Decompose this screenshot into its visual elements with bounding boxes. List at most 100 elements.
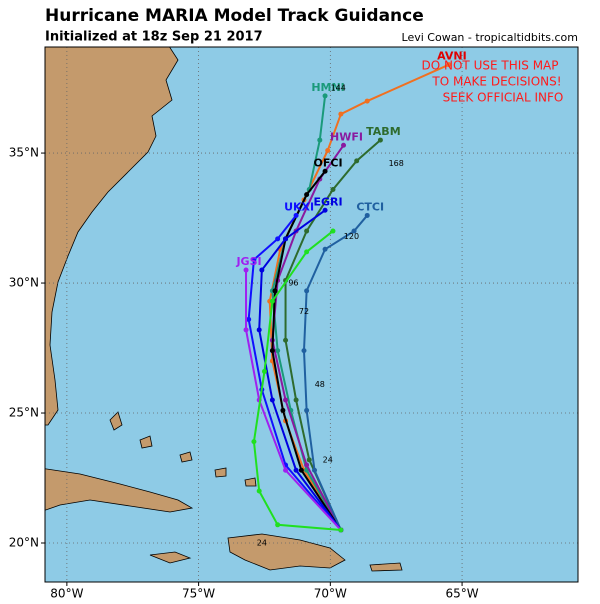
track-point: [341, 142, 347, 148]
model-label: UKXI: [284, 200, 314, 213]
jamaica: [149, 551, 192, 564]
hour-label: 144: [331, 84, 346, 93]
track-point: [293, 397, 299, 403]
track-point: [283, 337, 289, 343]
track-point: [275, 522, 281, 528]
track-point: [272, 288, 278, 294]
track-point: [293, 212, 299, 218]
track-point: [283, 467, 289, 473]
hour-label: 168: [389, 159, 404, 168]
track-point: [298, 467, 304, 473]
track-point: [317, 137, 323, 143]
track-point: [304, 462, 310, 468]
land: [45, 47, 403, 572]
track-point: [261, 368, 267, 374]
track-point: [283, 236, 289, 242]
track-point: [256, 327, 262, 333]
model-label: JGSI: [235, 255, 261, 268]
bahamas-4: [214, 467, 227, 478]
track-point: [325, 147, 331, 153]
track-point: [251, 439, 257, 445]
track-line: [271, 170, 342, 531]
track-point: [304, 192, 310, 198]
track-point: [301, 348, 307, 354]
track-point: [322, 168, 328, 174]
credit: Levi Cowan - tropicaltidbits.com: [402, 31, 578, 44]
track-point: [351, 228, 357, 234]
x-tick-label: 80°W: [50, 587, 83, 601]
bahamas-2: [139, 435, 153, 449]
track-point: [338, 111, 344, 117]
hour-label: 24: [323, 455, 333, 464]
hour-label: 72: [299, 307, 309, 316]
track-point: [330, 186, 336, 192]
track-point: [280, 407, 286, 413]
track-point: [293, 467, 299, 473]
warning: TO MAKE DECISIONS!: [431, 75, 561, 89]
track-point: [364, 98, 370, 104]
bahamas-5: [244, 477, 257, 487]
warning: SEEK OFFICIAL INFO: [443, 91, 564, 105]
track-point: [259, 267, 265, 273]
map-frame: [44, 46, 579, 583]
hour-label: 96: [288, 279, 298, 288]
model-label: AVNI: [437, 50, 467, 63]
tracks: [243, 62, 452, 533]
model-label: HMNI: [311, 81, 344, 94]
track-point: [304, 288, 310, 294]
cuba: [45, 468, 194, 513]
track-point: [251, 257, 257, 263]
us-coast: [45, 47, 179, 426]
model-label: EGRI: [314, 195, 343, 208]
track-point: [322, 207, 328, 213]
track-point: [269, 397, 275, 403]
x-tick-label: 75°W: [182, 587, 215, 601]
track-point: [283, 397, 289, 403]
track-line: [252, 230, 341, 532]
track-point: [275, 236, 281, 242]
track-point: [312, 467, 318, 473]
y-tick-label: 25°N: [9, 406, 39, 420]
track-point: [306, 457, 312, 463]
track-point: [377, 137, 383, 143]
model-label: CTCI: [356, 200, 384, 213]
track-point: [304, 249, 310, 255]
track-point: [330, 228, 336, 234]
warning: DO NOT USE THIS MAP: [422, 59, 559, 73]
track-point: [304, 407, 310, 413]
track-point: [338, 527, 344, 533]
y-tick-label: 30°N: [9, 276, 39, 290]
bahamas-3: [179, 451, 193, 463]
track-point: [243, 267, 249, 273]
track-point: [304, 228, 310, 234]
hour-label: 24: [257, 539, 267, 548]
puerto-rico: [369, 562, 403, 572]
subtitle: Initialized at 18z Sep 21 2017: [45, 30, 263, 45]
track-point: [269, 348, 275, 354]
hour-label: 48: [315, 380, 325, 389]
track-point: [446, 62, 452, 68]
track-point: [246, 316, 252, 322]
track-point: [256, 488, 262, 494]
y-tick-label: 20°N: [9, 536, 39, 550]
track-point: [243, 327, 249, 333]
hour-label: 120: [344, 232, 359, 241]
model-label: OFCI: [314, 156, 343, 169]
bahamas-1: [109, 411, 123, 431]
track-point: [364, 212, 370, 218]
title: Hurricane MARIA Model Track Guidance: [45, 6, 424, 26]
track-point: [354, 158, 360, 164]
track-point: [322, 93, 328, 99]
x-tick-label: 65°W: [446, 587, 479, 601]
track-line: [302, 214, 368, 531]
track-point: [322, 246, 328, 252]
model-label: HWFI: [330, 130, 363, 143]
track-point: [275, 348, 281, 354]
grid: [45, 47, 578, 582]
x-tick-label: 70°W: [314, 587, 347, 601]
model-label: TABM: [366, 125, 401, 138]
y-tick-label: 35°N: [9, 146, 39, 160]
track-point: [269, 298, 275, 304]
